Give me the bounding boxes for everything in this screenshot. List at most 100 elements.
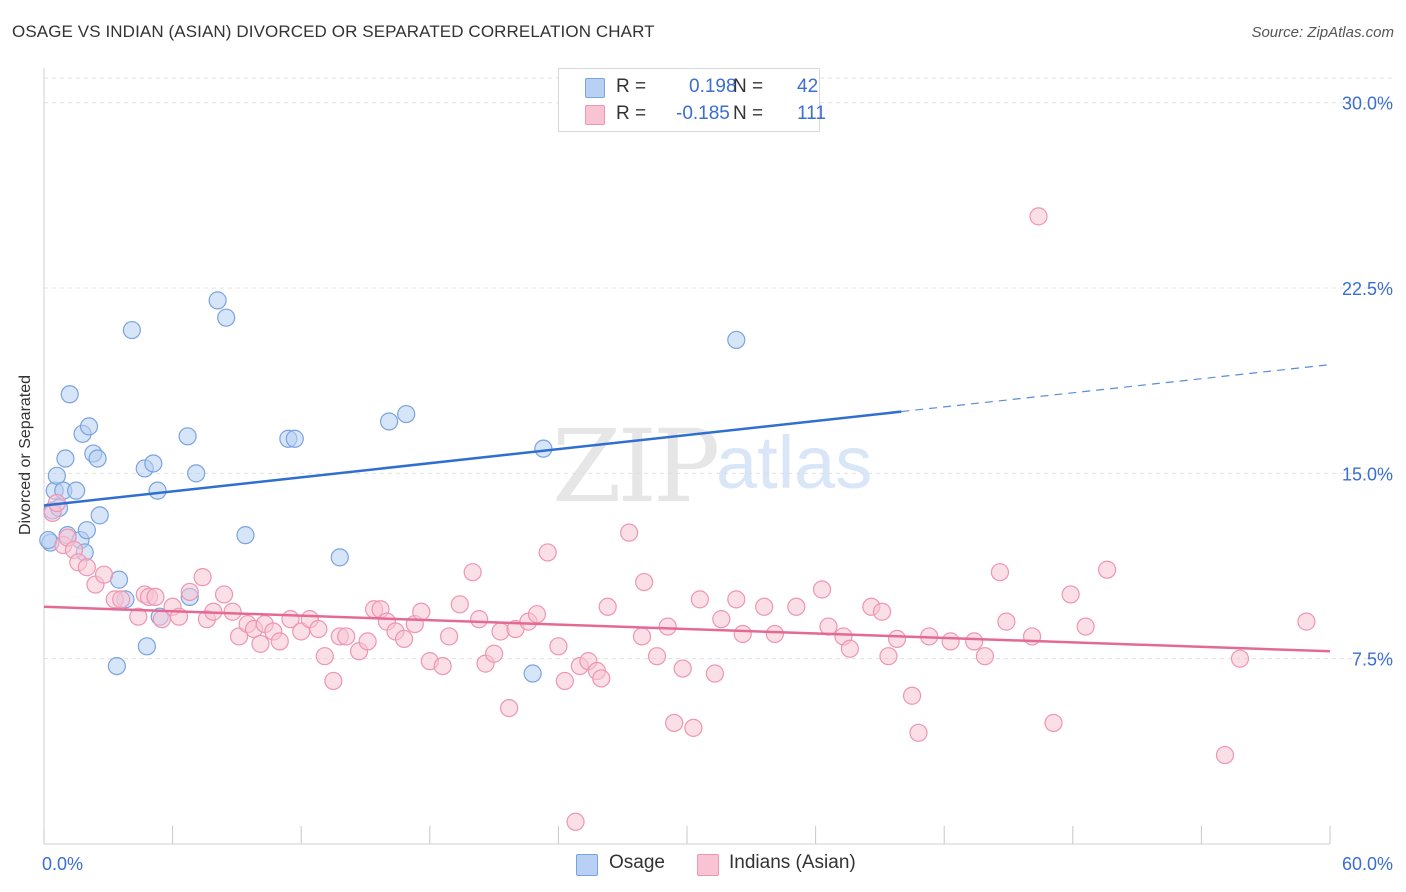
indian-point: [705, 664, 724, 683]
indian-point: [975, 647, 995, 666]
indian-point: [990, 563, 1010, 582]
indian-point: [527, 605, 547, 624]
osage-point: [534, 439, 553, 458]
indian-point: [673, 659, 692, 678]
osage-point: [217, 308, 236, 327]
n-label: N =: [733, 103, 764, 124]
n-value: 111: [797, 103, 826, 124]
osage-point: [67, 481, 86, 500]
indian-point: [592, 669, 611, 688]
legend-swatch-osage: [576, 854, 598, 876]
indian-point: [315, 647, 334, 666]
indian-point: [658, 617, 677, 636]
indian-point: [94, 565, 114, 584]
indian-point: [712, 610, 731, 629]
osage-point: [397, 404, 416, 424]
indian-point: [439, 627, 459, 646]
osage-point: [88, 449, 107, 468]
indian-point: [647, 647, 667, 666]
indian-point: [909, 723, 928, 742]
osage-point: [148, 481, 167, 500]
osage-point: [107, 656, 126, 676]
y-tick-label: 7.5%: [1352, 650, 1393, 670]
x-tick-label: 60.0%: [1342, 854, 1393, 874]
osage-swatch: [585, 78, 605, 98]
indian-point: [485, 644, 504, 663]
osage-trend-line: [43, 410, 902, 507]
indian-point: [555, 671, 574, 691]
indian-point: [690, 590, 709, 609]
indian-point: [1061, 585, 1080, 604]
indian-point: [755, 597, 774, 616]
indian-point: [765, 624, 784, 644]
indian-point: [872, 602, 892, 621]
y-tick-label: 30.0%: [1342, 94, 1393, 114]
r-label: R =: [616, 76, 647, 97]
indian-point: [812, 580, 832, 599]
indian-point: [1297, 612, 1316, 631]
legend-swatch-indians: [697, 854, 719, 876]
osage-point: [379, 412, 399, 431]
indian-point: [941, 632, 960, 651]
indian-point: [433, 656, 452, 676]
osage-point: [122, 320, 141, 340]
indian-point: [500, 698, 519, 718]
indian-point: [632, 627, 652, 646]
r-value: 0.198: [689, 76, 737, 97]
indian-point: [229, 627, 249, 646]
osage-point: [523, 664, 542, 683]
indian-point: [309, 619, 328, 639]
legend: Osage Indians (Asian): [0, 850, 1406, 878]
indian-point: [491, 622, 510, 641]
indian-point: [450, 595, 469, 614]
osage-point: [285, 429, 304, 448]
indian-point: [1029, 207, 1048, 226]
osage-point: [178, 427, 197, 446]
osage-point: [727, 330, 746, 350]
osage-point: [56, 449, 75, 468]
indian-point: [965, 632, 984, 651]
indian-point: [727, 590, 746, 609]
indian-swatch: [585, 105, 605, 125]
indian-point: [412, 602, 431, 621]
indian-point: [549, 637, 568, 656]
indian-point: [538, 543, 557, 562]
indian-point: [112, 590, 131, 609]
indian-point: [887, 629, 907, 649]
osage-point: [79, 417, 99, 436]
indian-point: [193, 568, 212, 587]
stats-box: R = 0.198 N = 42 R = -0.185 N = 111: [558, 68, 826, 132]
n-value: 42: [797, 76, 819, 97]
indian-point: [566, 812, 585, 831]
indian-point: [251, 634, 270, 653]
indian-point: [733, 624, 752, 644]
indian-point: [635, 572, 654, 592]
indian-point: [1044, 713, 1063, 733]
osage-point: [90, 506, 109, 525]
indian-point: [463, 563, 482, 582]
indian-point: [337, 627, 356, 646]
indian-point: [1097, 560, 1117, 579]
x-tick-label: 0.0%: [42, 854, 83, 874]
r-value: -0.185: [676, 103, 730, 124]
n-label: N =: [733, 76, 764, 97]
indian-point: [146, 587, 165, 607]
watermark-atlas: atlas: [716, 421, 873, 504]
indian-point: [394, 629, 414, 649]
osage-point: [137, 637, 156, 656]
chart-title: OSAGE VS INDIAN (ASIAN) DIVORCED OR SEPA…: [12, 22, 655, 41]
indian-point: [598, 597, 617, 616]
indian-point: [787, 597, 806, 616]
indian-point: [270, 632, 289, 651]
y-tick-label: 15.0%: [1342, 464, 1393, 484]
indian-point: [214, 585, 234, 604]
osage-point: [187, 464, 206, 483]
indian-point: [1215, 745, 1235, 765]
osage-point: [330, 548, 349, 567]
indian-point: [902, 686, 922, 705]
osage-trend-extension: [901, 364, 1331, 413]
osage-point: [39, 530, 58, 550]
watermark-zip: ZIP: [552, 408, 720, 525]
osage-point: [144, 454, 163, 473]
